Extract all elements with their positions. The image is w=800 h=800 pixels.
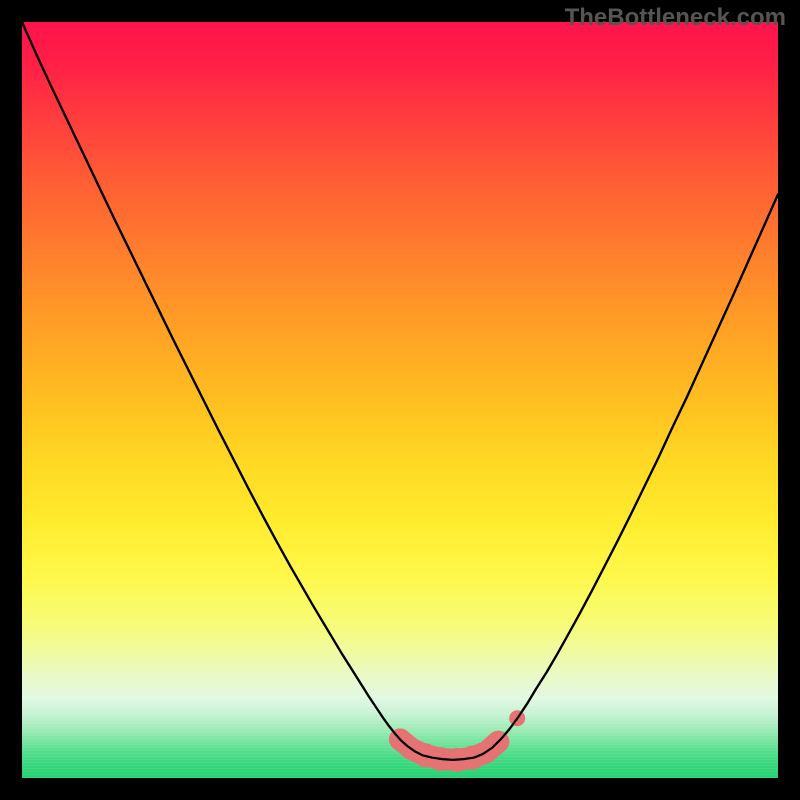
bottleneck-curve (22, 22, 778, 760)
chart-overlay (22, 22, 778, 778)
bottleneck-curve (22, 22, 778, 760)
plot-area (22, 22, 778, 778)
watermark-text: TheBottleneck.com (565, 4, 786, 32)
outer-frame: TheBottleneck.com (0, 0, 800, 800)
